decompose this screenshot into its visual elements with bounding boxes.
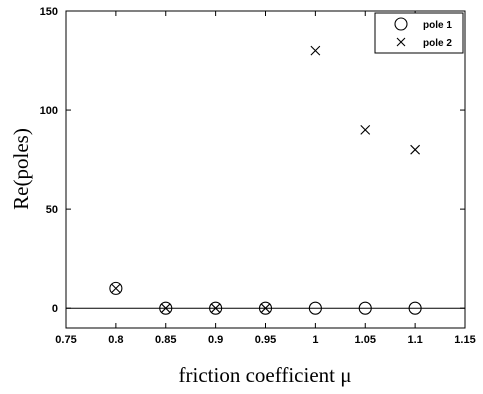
pole-1-point [159, 301, 173, 315]
pole-1-point [109, 281, 123, 295]
y-tick-label: 100 [40, 105, 58, 117]
pole-1-point [408, 301, 422, 315]
pole-2-point [410, 144, 421, 155]
x-tick-label: 1.15 [454, 334, 475, 346]
axis-ticks: 0.75 0.8 0.85 0.9 0.95 1 1.05 1.1 1.15 0 50 100 150 [40, 6, 476, 346]
x-tick-label: 1.05 [355, 334, 376, 346]
x-tick-label: 0.95 [255, 334, 276, 346]
pole-2-point [210, 303, 221, 314]
y-tick-label: 50 [46, 204, 58, 216]
legend-circle-marker [394, 17, 408, 31]
legend-label-pole-1: pole 1 [423, 20, 452, 31]
pole-2-point [310, 45, 321, 56]
legend-label-pole-2: pole 2 [423, 38, 452, 49]
pole-1-point [358, 301, 372, 315]
y-tick-label: 0 [52, 303, 58, 315]
legend: pole 1 pole 2 [374, 12, 464, 54]
pole-2-point [360, 124, 371, 135]
pole-2-point [160, 303, 171, 314]
x-tick-label: 1.1 [407, 334, 422, 346]
legend-cross-marker [396, 37, 406, 47]
plot-frame [65, 10, 466, 329]
x-tick-label: 0.75 [55, 334, 76, 346]
pole-1-point [308, 301, 322, 315]
x-axis-title: friction coefficient μ [179, 363, 352, 387]
pole-2-point [110, 283, 121, 294]
x-tick-label: 0.8 [108, 334, 123, 346]
pole-1-point [209, 301, 223, 315]
x-tick-label: 0.85 [155, 334, 176, 346]
x-tick-label: 0.9 [208, 334, 223, 346]
pole-2-point [260, 303, 271, 314]
x-tick-label: 1 [312, 334, 318, 346]
data-points [109, 45, 422, 315]
legend-box [374, 12, 464, 54]
y-tick-label: 150 [40, 6, 58, 18]
y-axis-title: Re(poles) [9, 128, 33, 210]
pole-1-point [258, 301, 273, 315]
